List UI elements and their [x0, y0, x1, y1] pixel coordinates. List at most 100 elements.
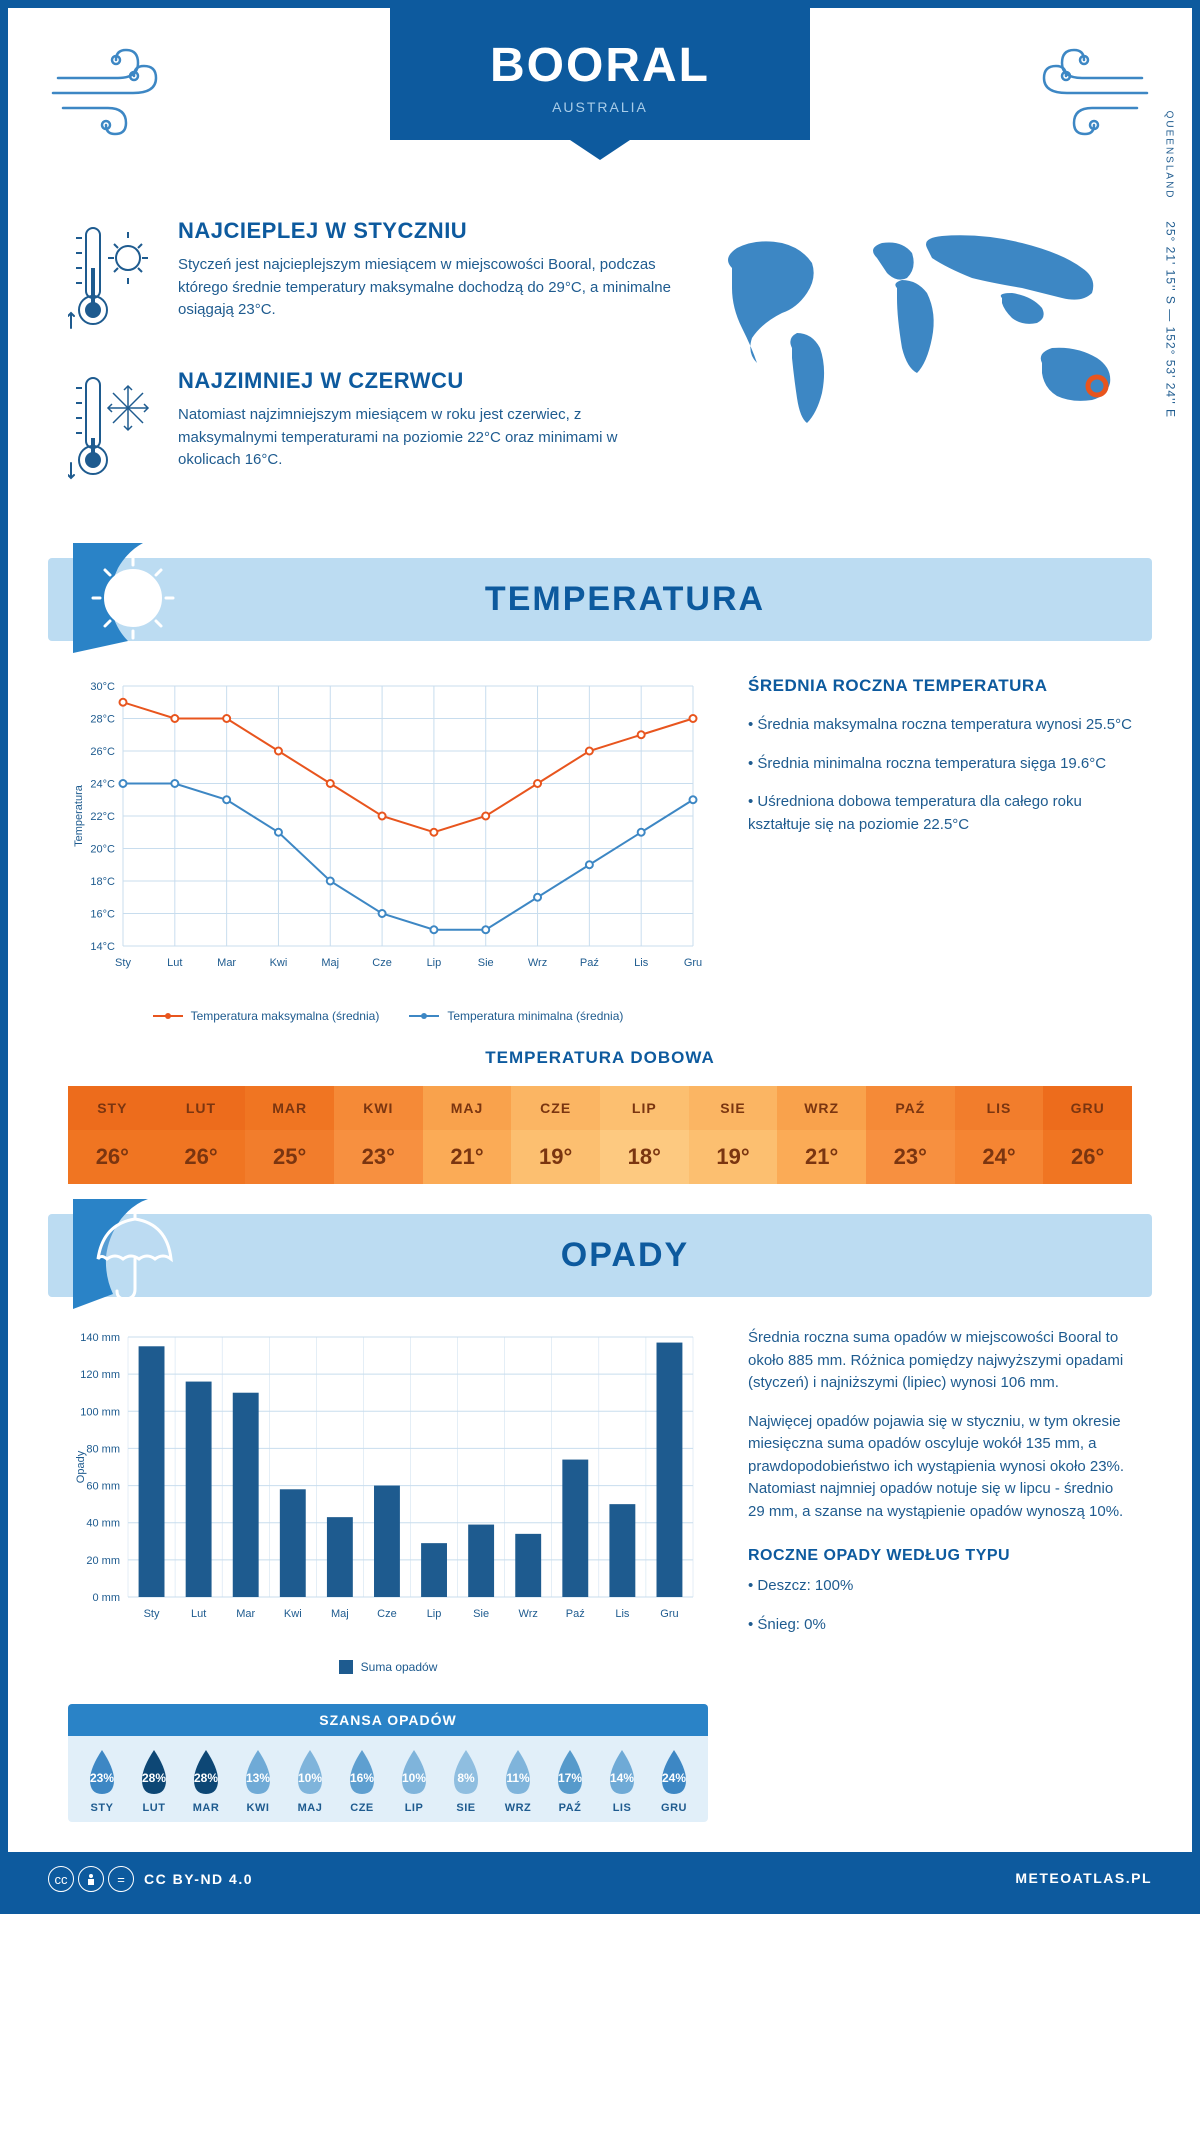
- thermometer-cold-icon: [68, 368, 158, 488]
- temp-table-month: KWI: [334, 1086, 423, 1130]
- svg-text:Maj: Maj: [321, 957, 339, 969]
- precip-text-1: Średnia roczna suma opadów w miejscowośc…: [748, 1327, 1132, 1395]
- wind-icon-right: [1012, 38, 1152, 138]
- world-map: [702, 218, 1132, 448]
- svg-text:Mar: Mar: [217, 957, 236, 969]
- svg-text:Cze: Cze: [377, 1608, 397, 1620]
- svg-text:24%: 24%: [662, 1771, 686, 1785]
- svg-text:17%: 17%: [558, 1771, 582, 1785]
- coldest-title: NAJZIMNIEJ W CZERWCU: [178, 368, 672, 394]
- precip-rain: • Deszcz: 100%: [748, 1575, 1132, 1598]
- temp-table-month: MAR: [245, 1086, 334, 1130]
- svg-text:Kwi: Kwi: [270, 957, 288, 969]
- svg-text:140 mm: 140 mm: [80, 1332, 120, 1344]
- temperature-info: ŚREDNIA ROCZNA TEMPERATURA • Średnia mak…: [748, 676, 1132, 1023]
- svg-text:28%: 28%: [142, 1771, 166, 1785]
- temp-table-month: GRU: [1043, 1086, 1132, 1130]
- svg-text:Gru: Gru: [684, 957, 702, 969]
- info-section: NAJCIEPLEJ W STYCZNIU Styczeń jest najci…: [8, 188, 1192, 558]
- wind-icon-left: [48, 38, 188, 138]
- svg-text:Paź: Paź: [580, 957, 599, 969]
- temp-table-value: 25°: [245, 1130, 334, 1184]
- chance-cell: 24% GRU: [648, 1748, 700, 1814]
- cc-icons: cc =: [48, 1866, 134, 1892]
- svg-text:80 mm: 80 mm: [86, 1443, 120, 1455]
- chance-heading: SZANSA OPADÓW: [68, 1704, 708, 1736]
- svg-text:23%: 23%: [90, 1771, 114, 1785]
- longitude: 152° 53' 24'' E: [1163, 327, 1177, 418]
- svg-text:Lut: Lut: [167, 957, 182, 969]
- svg-text:16%: 16%: [350, 1771, 374, 1785]
- svg-text:Gru: Gru: [660, 1608, 678, 1620]
- svg-text:11%: 11%: [506, 1771, 530, 1785]
- svg-text:24°C: 24°C: [90, 779, 115, 791]
- svg-text:Mar: Mar: [236, 1608, 255, 1620]
- temp-table-month: CZE: [511, 1086, 600, 1130]
- temp-table-month: STY: [68, 1086, 157, 1130]
- svg-text:Wrz: Wrz: [519, 1608, 538, 1620]
- temp-table-value: 26°: [68, 1130, 157, 1184]
- thermometer-hot-icon: [68, 218, 158, 338]
- temp-table-value: 26°: [1043, 1130, 1132, 1184]
- temp-table-month: WRZ: [777, 1086, 866, 1130]
- svg-text:14°C: 14°C: [90, 941, 115, 953]
- temp-table-value: 19°: [511, 1130, 600, 1184]
- svg-text:Sty: Sty: [144, 1608, 160, 1620]
- svg-text:22°C: 22°C: [90, 811, 115, 823]
- region-label: QUEENSLAND: [1163, 111, 1174, 200]
- precipitation-heading: OPADY: [198, 1236, 1052, 1275]
- temp-table-month: PAŹ: [866, 1086, 955, 1130]
- chance-cell: 11% WRZ: [492, 1748, 544, 1814]
- precip-text-2: Najwięcej opadów pojawia się w styczniu,…: [748, 1411, 1132, 1524]
- temp-table-value: 19°: [689, 1130, 778, 1184]
- svg-text:Wrz: Wrz: [528, 957, 547, 969]
- coldest-text: Natomiast najzimniejszym miesiącem w rok…: [178, 404, 672, 472]
- cc-by-icon: [78, 1866, 104, 1892]
- svg-text:60 mm: 60 mm: [86, 1481, 120, 1493]
- sun-icon: [73, 543, 183, 653]
- temp-info-heading: ŚREDNIA ROCZNA TEMPERATURA: [748, 676, 1132, 696]
- legend-precip: Suma opadów: [339, 1660, 438, 1674]
- svg-text:14%: 14%: [610, 1771, 634, 1785]
- svg-text:0 mm: 0 mm: [93, 1592, 121, 1604]
- cc-icon: cc: [48, 1866, 74, 1892]
- svg-text:Lip: Lip: [427, 1608, 442, 1620]
- svg-text:Temperatura: Temperatura: [73, 784, 85, 847]
- legend-max: Temperatura maksymalna (średnia): [153, 1009, 380, 1023]
- svg-text:18°C: 18°C: [90, 876, 115, 888]
- umbrella-icon: [73, 1199, 183, 1309]
- svg-text:Opady: Opady: [75, 1450, 87, 1483]
- legend-min: Temperatura minimalna (średnia): [409, 1009, 623, 1023]
- footer: cc = CC BY-ND 4.0 METEOATLAS.PL: [8, 1852, 1192, 1906]
- chance-cell: 13% KWI: [232, 1748, 284, 1814]
- svg-text:13%: 13%: [246, 1771, 270, 1785]
- svg-text:20 mm: 20 mm: [86, 1555, 120, 1567]
- svg-text:Lip: Lip: [427, 957, 442, 969]
- svg-text:Paź: Paź: [566, 1608, 585, 1620]
- svg-text:30°C: 30°C: [90, 681, 115, 693]
- svg-text:10%: 10%: [402, 1771, 426, 1785]
- precipitation-chart: 0 mm20 mm40 mm60 mm80 mm100 mm120 mm140 …: [68, 1327, 708, 1674]
- svg-text:8%: 8%: [457, 1771, 475, 1785]
- temp-table-value: 23°: [866, 1130, 955, 1184]
- svg-text:120 mm: 120 mm: [80, 1369, 120, 1381]
- svg-text:Sie: Sie: [478, 957, 494, 969]
- temp-table-value: 18°: [600, 1130, 689, 1184]
- chance-cell: 28% LUT: [128, 1748, 180, 1814]
- svg-text:100 mm: 100 mm: [80, 1406, 120, 1418]
- svg-text:28%: 28%: [194, 1771, 218, 1785]
- temp-table-value: 21°: [423, 1130, 512, 1184]
- chance-cell: 16% CZE: [336, 1748, 388, 1814]
- temp-table-value: 23°: [334, 1130, 423, 1184]
- hottest-block: NAJCIEPLEJ W STYCZNIU Styczeń jest najci…: [68, 218, 672, 338]
- chance-cell: 8% SIE: [440, 1748, 492, 1814]
- svg-text:Cze: Cze: [372, 957, 392, 969]
- page-subtitle: AUSTRALIA: [410, 99, 790, 115]
- temp-table-value: 21°: [777, 1130, 866, 1184]
- temp-table-value: 26°: [157, 1130, 246, 1184]
- latitude: 25° 21' 15'' S: [1163, 221, 1177, 305]
- hottest-title: NAJCIEPLEJ W STYCZNIU: [178, 218, 672, 244]
- precip-snow: • Śnieg: 0%: [748, 1614, 1132, 1637]
- svg-text:26°C: 26°C: [90, 746, 115, 758]
- precipitation-section-header: OPADY: [48, 1214, 1152, 1297]
